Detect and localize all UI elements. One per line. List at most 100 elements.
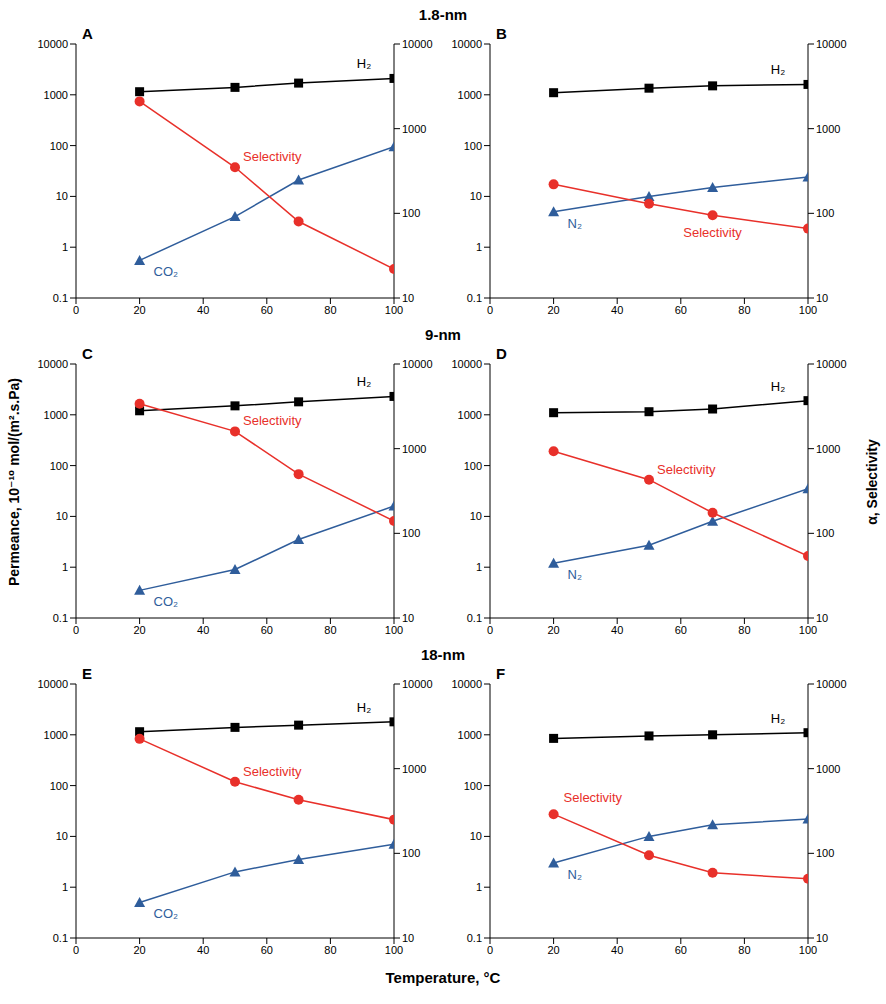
svg-text:100: 100 (799, 944, 817, 956)
svg-text:100: 100 (816, 847, 834, 859)
svg-text:60: 60 (261, 944, 273, 956)
svg-text:1000: 1000 (458, 409, 482, 421)
svg-text:10000: 10000 (37, 358, 68, 370)
svg-text:N₂: N₂ (568, 567, 582, 582)
svg-text:80: 80 (738, 304, 750, 316)
svg-text:1: 1 (476, 241, 482, 253)
svg-text:1000: 1000 (816, 763, 840, 775)
svg-text:0: 0 (487, 304, 493, 316)
svg-text:Selectivity: Selectivity (564, 790, 623, 805)
svg-text:100: 100 (402, 527, 420, 539)
svg-text:0.1: 0.1 (467, 612, 482, 624)
svg-text:20: 20 (547, 944, 559, 956)
svg-text:0.1: 0.1 (53, 612, 68, 624)
svg-text:H₂: H₂ (771, 711, 785, 726)
svg-text:Selectivity: Selectivity (657, 462, 716, 477)
svg-text:40: 40 (197, 944, 209, 956)
svg-text:1000: 1000 (402, 443, 426, 455)
svg-text:100: 100 (799, 304, 817, 316)
svg-text:H₂: H₂ (771, 379, 785, 394)
svg-text:10: 10 (56, 830, 68, 842)
svg-text:20: 20 (133, 304, 145, 316)
svg-text:80: 80 (324, 944, 336, 956)
svg-text:10: 10 (470, 830, 482, 842)
svg-text:20: 20 (547, 304, 559, 316)
svg-text:1: 1 (62, 881, 68, 893)
svg-text:Selectivity: Selectivity (243, 149, 302, 164)
svg-text:10000: 10000 (451, 358, 482, 370)
svg-text:10: 10 (816, 932, 828, 944)
svg-text:0.1: 0.1 (53, 292, 68, 304)
svg-text:1000: 1000 (44, 729, 68, 741)
svg-text:100: 100 (385, 624, 403, 636)
svg-text:10: 10 (470, 510, 482, 522)
svg-text:CO₂: CO₂ (154, 594, 179, 609)
svg-text:60: 60 (675, 624, 687, 636)
svg-text:Selectivity: Selectivity (243, 413, 302, 428)
svg-text:60: 60 (261, 304, 273, 316)
svg-text:100: 100 (816, 207, 834, 219)
svg-text:Selectivity: Selectivity (683, 225, 742, 240)
svg-text:0: 0 (73, 944, 79, 956)
svg-text:10: 10 (402, 612, 414, 624)
svg-text:0: 0 (487, 624, 493, 636)
svg-text:CO₂: CO₂ (154, 264, 179, 279)
svg-text:20: 20 (547, 624, 559, 636)
svg-text:40: 40 (611, 624, 623, 636)
svg-text:80: 80 (324, 624, 336, 636)
svg-text:Selectivity: Selectivity (243, 764, 302, 779)
svg-text:0.1: 0.1 (467, 292, 482, 304)
svg-text:80: 80 (324, 304, 336, 316)
svg-text:10000: 10000 (451, 678, 482, 690)
svg-text:0: 0 (73, 304, 79, 316)
svg-text:1000: 1000 (402, 123, 426, 135)
svg-text:1: 1 (62, 561, 68, 573)
svg-text:1000: 1000 (402, 763, 426, 775)
svg-text:60: 60 (675, 304, 687, 316)
svg-text:10: 10 (402, 932, 414, 944)
svg-text:H₂: H₂ (771, 62, 785, 77)
svg-text:100: 100 (816, 527, 834, 539)
svg-text:60: 60 (261, 624, 273, 636)
svg-text:40: 40 (611, 944, 623, 956)
svg-text:1000: 1000 (816, 443, 840, 455)
svg-text:10000: 10000 (402, 38, 433, 50)
svg-text:10: 10 (816, 292, 828, 304)
svg-text:1000: 1000 (458, 729, 482, 741)
svg-text:1: 1 (476, 561, 482, 573)
svg-text:10: 10 (402, 292, 414, 304)
svg-text:80: 80 (738, 624, 750, 636)
svg-text:100: 100 (799, 624, 817, 636)
svg-text:80: 80 (738, 944, 750, 956)
svg-text:100: 100 (464, 140, 482, 152)
svg-text:10000: 10000 (816, 358, 847, 370)
svg-text:10: 10 (470, 190, 482, 202)
svg-text:10000: 10000 (816, 678, 847, 690)
svg-text:10000: 10000 (402, 678, 433, 690)
svg-text:10000: 10000 (402, 358, 433, 370)
svg-text:10000: 10000 (37, 38, 68, 50)
svg-text:60: 60 (675, 944, 687, 956)
svg-text:100: 100 (402, 847, 420, 859)
svg-text:10: 10 (56, 190, 68, 202)
svg-text:1: 1 (62, 241, 68, 253)
svg-text:0.1: 0.1 (467, 932, 482, 944)
svg-text:N₂: N₂ (568, 216, 582, 231)
svg-text:10: 10 (816, 612, 828, 624)
svg-text:1000: 1000 (44, 409, 68, 421)
svg-text:1000: 1000 (44, 89, 68, 101)
svg-text:0: 0 (487, 944, 493, 956)
svg-text:100: 100 (385, 944, 403, 956)
svg-text:10000: 10000 (37, 678, 68, 690)
svg-text:0: 0 (73, 624, 79, 636)
svg-text:0.1: 0.1 (53, 932, 68, 944)
svg-text:100: 100 (402, 207, 420, 219)
svg-text:100: 100 (50, 780, 68, 792)
svg-text:H₂: H₂ (357, 56, 371, 71)
svg-text:1000: 1000 (816, 123, 840, 135)
svg-text:100: 100 (385, 304, 403, 316)
svg-text:CO₂: CO₂ (154, 906, 179, 921)
svg-text:40: 40 (197, 624, 209, 636)
svg-text:100: 100 (50, 140, 68, 152)
svg-text:1000: 1000 (458, 89, 482, 101)
